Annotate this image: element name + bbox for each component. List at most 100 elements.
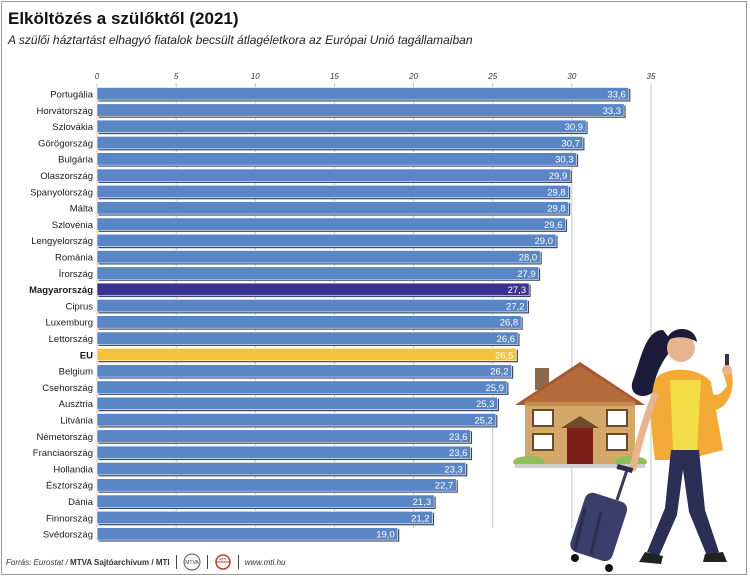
x-tick-label: 25 — [487, 72, 497, 81]
footer-divider — [237, 555, 239, 569]
bar — [96, 250, 541, 264]
bar-value-label: 29,8 — [547, 187, 566, 198]
bar — [96, 266, 539, 280]
category-label: Málta — [70, 204, 94, 215]
category-label: Dánia — [68, 497, 94, 508]
category-label: Magyarország — [29, 285, 93, 296]
category-label: Észtország — [46, 481, 93, 492]
bar-value-label: 30,3 — [555, 155, 574, 166]
x-tick-label: 5 — [174, 72, 179, 81]
mti-url: www.mti.hu — [244, 557, 286, 567]
bar — [96, 299, 528, 313]
bar-value-label: 28,0 — [519, 253, 538, 264]
bar — [96, 445, 471, 459]
bar-value-label: 33,3 — [603, 106, 622, 117]
bar-value-label: 21,3 — [413, 497, 432, 508]
footer-divider — [175, 555, 177, 569]
footer-divider — [206, 555, 208, 569]
bar-value-label: 29,8 — [547, 204, 566, 215]
category-label: Szlovénia — [52, 220, 94, 231]
bar — [96, 380, 508, 394]
bar-value-label: 26,8 — [500, 318, 519, 329]
bar-value-label: 27,3 — [508, 285, 527, 296]
bar — [96, 462, 467, 476]
bar — [96, 527, 399, 541]
category-label: Szlovákia — [52, 122, 93, 133]
x-tick-label: 30 — [567, 72, 576, 81]
x-tick-label: 20 — [408, 72, 418, 81]
bar — [96, 429, 471, 443]
bar — [96, 152, 577, 166]
bar-value-label: 25,3 — [476, 399, 495, 410]
source-text: Forrás: Eurostat / MTVA Sajtóarchívum / … — [6, 557, 170, 567]
bar — [96, 217, 566, 231]
bar-value-label: 29,0 — [535, 236, 554, 247]
category-label: Hollandia — [53, 464, 93, 475]
bar-value-label: 23,3 — [444, 464, 463, 475]
bar-value-label: 25,9 — [485, 383, 504, 394]
category-label: Luxemburg — [45, 318, 93, 329]
category-label: Ciprus — [66, 301, 94, 312]
footer: Forrás: Eurostat / MTVA Sajtóarchívum / … — [6, 553, 286, 571]
x-tick-label: 10 — [251, 72, 260, 81]
bar — [96, 347, 517, 362]
category-label: Görögország — [38, 138, 93, 149]
bar — [96, 331, 519, 345]
bar-value-label: 30,9 — [565, 122, 584, 133]
bar — [96, 413, 497, 427]
category-label: Belgium — [59, 367, 93, 378]
category-label: Spanyolország — [30, 187, 93, 198]
bar — [96, 201, 569, 215]
bar-value-label: 19,0 — [376, 530, 395, 541]
svg-text:MTI: MTI — [219, 557, 226, 562]
mtva-logo-icon: MTVA — [183, 553, 201, 571]
category-label: Svédország — [43, 530, 93, 541]
bar — [96, 87, 630, 101]
bar — [96, 510, 433, 525]
bar-value-label: 27,9 — [517, 269, 536, 280]
bar-value-label: 22,7 — [435, 481, 454, 492]
bar — [96, 315, 522, 329]
bar-value-label: 33,6 — [607, 90, 626, 101]
bar — [96, 119, 587, 133]
category-label: Litvánia — [60, 416, 93, 427]
x-tick-label: 0 — [95, 72, 100, 81]
bar-chart: 0 5 10 15 20 25 30 35 33,6 Portugália 33,3 Horvátor… — [29, 72, 656, 542]
category-label: Ausztria — [59, 399, 94, 410]
bar-value-label: 26,6 — [497, 334, 516, 345]
category-label: Bulgária — [58, 155, 94, 166]
bar — [96, 478, 457, 492]
category-label: Finnország — [46, 513, 93, 524]
bar-value-label: 26,5 — [495, 350, 514, 361]
bar-value-label: 25,2 — [474, 416, 493, 427]
bar — [96, 364, 513, 378]
category-label: EU — [80, 350, 93, 361]
moving-out-illustration — [513, 329, 733, 572]
bar-value-label: 30,7 — [561, 138, 580, 149]
category-label: Románia — [55, 253, 94, 264]
chart-title: Elköltözés a szülőktől (2021) — [8, 9, 239, 28]
category-label: Portugália — [50, 90, 93, 101]
bar-value-label: 21,2 — [411, 513, 430, 524]
category-label: Franciaország — [33, 448, 93, 459]
bar — [96, 185, 569, 199]
bar — [96, 233, 557, 247]
bar — [96, 168, 571, 182]
bar — [96, 136, 584, 150]
category-label: Lettország — [49, 334, 93, 345]
bar-value-label: 27,2 — [506, 301, 525, 312]
bar — [96, 282, 530, 296]
bar-value-label: 29,9 — [549, 171, 568, 182]
bar — [96, 494, 435, 508]
category-label: Csehország — [42, 383, 93, 394]
category-label: Németország — [37, 432, 94, 443]
category-label: Horvátország — [37, 106, 94, 117]
bar-value-label: 26,2 — [490, 367, 509, 378]
x-tick-label: 15 — [330, 72, 339, 81]
bar — [96, 396, 498, 411]
woman-with-luggage-icon — [570, 329, 733, 572]
category-label: Írország — [59, 269, 93, 280]
category-label: Olaszország — [40, 171, 93, 182]
bar — [96, 103, 625, 117]
